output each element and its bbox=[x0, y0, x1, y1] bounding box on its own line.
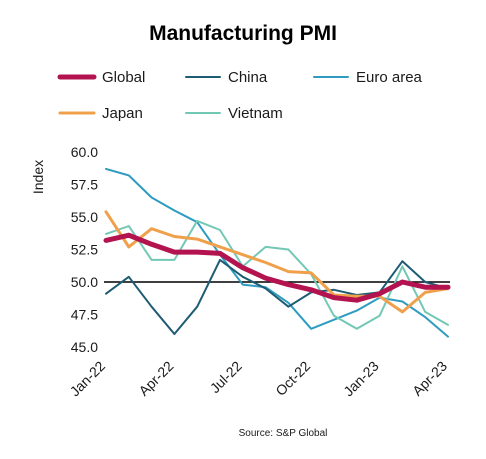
chart-title: Manufacturing PMI bbox=[149, 22, 337, 45]
legend-label-china: China bbox=[228, 69, 268, 86]
y-axis-title: Index bbox=[30, 160, 46, 194]
source-note: Source: S&P Global bbox=[239, 428, 328, 439]
legend-label-japan: Japan bbox=[102, 105, 143, 122]
x-axis: Jan-22 Apr-22 Jul-22 Oct-22 Jan-23 Apr-23 bbox=[67, 358, 451, 400]
series-group bbox=[103, 167, 451, 338]
series-line-vietnam bbox=[105, 219, 449, 330]
series-line-japan bbox=[104, 210, 450, 314]
series-line-china bbox=[105, 258, 449, 335]
y-tick-label: 55.0 bbox=[71, 209, 98, 225]
legend-label-global: Global bbox=[102, 69, 145, 86]
y-tick-label: 45.0 bbox=[71, 339, 98, 355]
series-line-global bbox=[103, 232, 451, 303]
legend-label-vietnam: Vietnam bbox=[228, 105, 283, 122]
series-line-euro-area bbox=[105, 167, 449, 338]
x-tick-label: Apr-23 bbox=[409, 358, 450, 399]
x-tick-label: Jan-23 bbox=[340, 358, 382, 400]
y-tick-label: 60.0 bbox=[71, 144, 98, 160]
y-tick-label: 50.0 bbox=[71, 274, 98, 290]
x-tick-label: Jan-22 bbox=[67, 358, 109, 400]
x-tick-label: Jul-22 bbox=[207, 358, 245, 396]
x-tick-label: Apr-22 bbox=[135, 358, 176, 399]
y-tick-label: 47.5 bbox=[71, 307, 98, 323]
y-tick-label: 52.5 bbox=[71, 242, 98, 258]
x-tick-label: Oct-22 bbox=[272, 358, 313, 399]
legend: Global China Euro area Japan Vietnam bbox=[57, 69, 423, 122]
y-axis: 60.0 57.5 55.0 52.5 50.0 47.5 45.0 bbox=[71, 144, 98, 355]
legend-label-euro-area: Euro area bbox=[356, 69, 423, 86]
y-tick-label: 57.5 bbox=[71, 177, 98, 193]
